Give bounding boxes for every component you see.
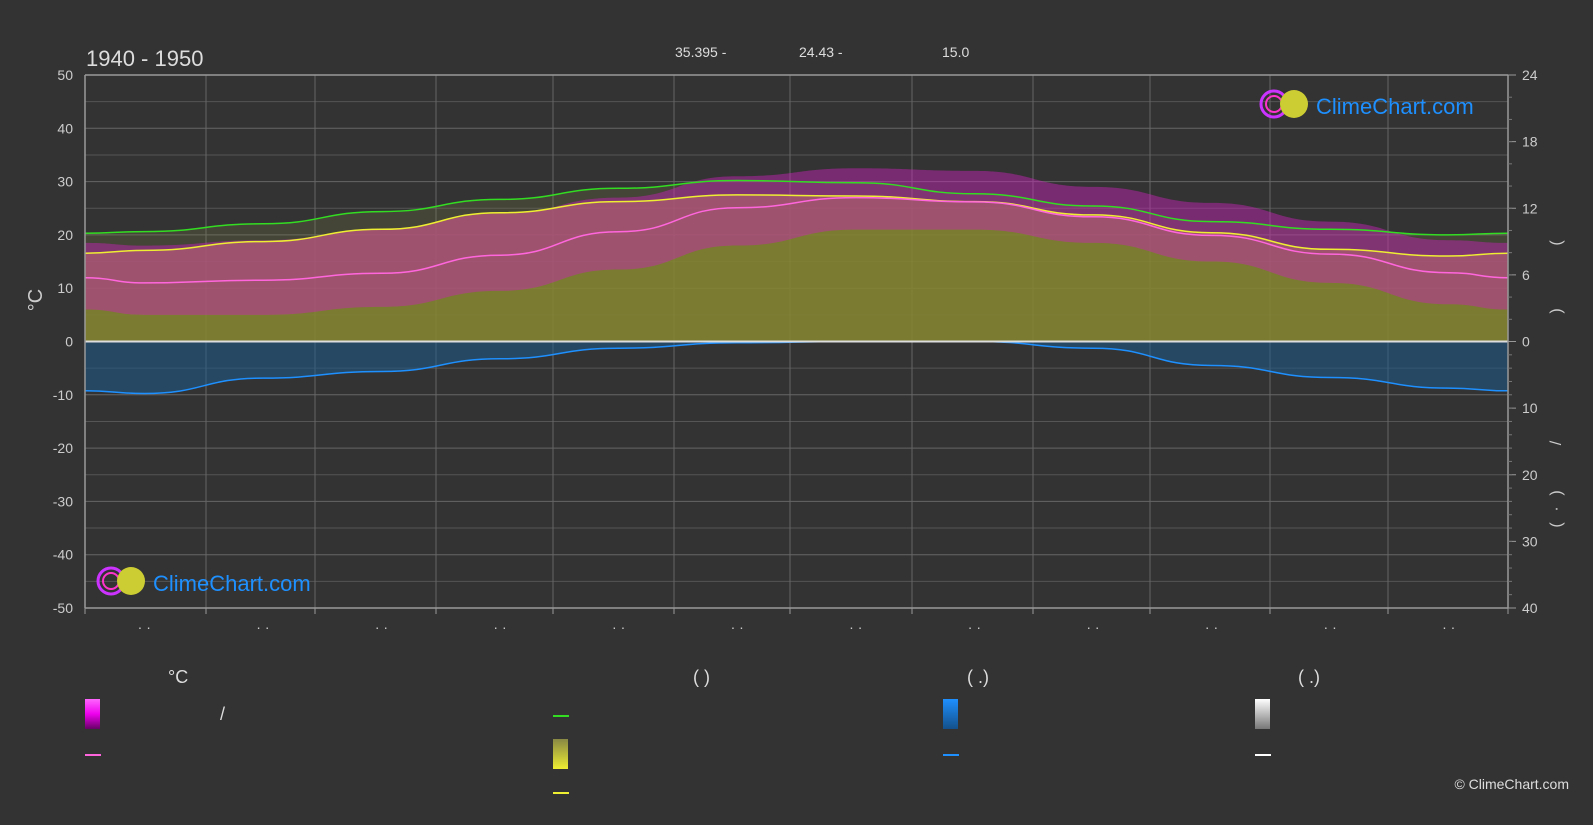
y-tick-label-left: 40 <box>57 120 73 136</box>
y-tick-label-left: -30 <box>53 493 73 509</box>
x-tick-label: · · <box>731 619 744 635</box>
x-tick-label: · · <box>138 619 151 635</box>
x-tick-label: · · <box>1205 619 1218 635</box>
precipitation-area <box>85 341 1508 394</box>
legend-snow-swatch <box>1255 699 1270 729</box>
y-tick-label-left: 30 <box>57 174 73 190</box>
brand-logo-text: ClimeChart.com <box>1316 93 1474 119</box>
x-tick-label: · · <box>1324 619 1337 635</box>
y-tick-label-right: 6 <box>1522 267 1530 283</box>
y-tick-label-right: 24 <box>1522 67 1538 83</box>
x-tick-label: · · <box>1442 619 1455 635</box>
y-tick-label-left: -50 <box>53 600 73 616</box>
x-tick-label: · · <box>968 619 981 635</box>
legend-temperature-head: °C <box>168 667 189 687</box>
elevation-label: 15.0 <box>942 44 970 60</box>
sunshine-line <box>84 194 1509 257</box>
daylight-line <box>84 179 1509 236</box>
legend-rain-head: ( .) <box>967 667 989 687</box>
brand-logo-bottom[interactable]: ClimeChart.com <box>95 565 311 602</box>
y-tick-label-left: -40 <box>53 547 73 563</box>
y-tick-label-right: 12 <box>1522 200 1538 216</box>
x-tick-label: · · <box>375 619 388 635</box>
y-axis-label-right: / <box>1548 440 1565 445</box>
legend-snow-line <box>1255 754 1271 756</box>
climechart-logo-icon <box>95 565 149 602</box>
temperature-range-area <box>85 168 1508 315</box>
y-tick-label-right: 18 <box>1522 134 1538 150</box>
x-tick-label: · · <box>612 619 625 635</box>
longitude-label: 24.43 - <box>799 44 843 60</box>
legend-temp-range-swatch <box>85 699 100 729</box>
y-tick-label-right: 40 <box>1522 600 1538 616</box>
legend-snow-head: ( .) <box>1298 667 1320 687</box>
legend-sunshine-swatch <box>553 739 568 769</box>
y-tick-label-right: 30 <box>1522 533 1538 549</box>
y-axis-label-right: ) <box>1548 490 1565 495</box>
y-axis-label-right: ( <box>1548 522 1565 528</box>
legend-daylight-head: ( ) <box>693 667 710 687</box>
x-tick-label: · · <box>849 619 862 635</box>
y-tick-label-left: -20 <box>53 440 73 456</box>
x-tick-label: · · <box>493 619 506 635</box>
y-tick-label-left: 20 <box>57 227 73 243</box>
legend-sunshine-line <box>553 792 569 794</box>
y-axis-label-left: °C <box>25 289 47 311</box>
brand-logo-top[interactable]: ClimeChart.com <box>1258 88 1474 125</box>
y-tick-label-right: 10 <box>1522 400 1538 416</box>
y-axis-label-right: ( <box>1548 240 1565 246</box>
y-tick-label-left: -10 <box>53 387 73 403</box>
legend-daylight-line <box>553 715 569 717</box>
y-tick-label-right: 20 <box>1522 467 1538 483</box>
y-tick-label-left: 50 <box>57 67 73 83</box>
climechart-logo-icon <box>1258 88 1312 125</box>
x-tick-label: · · <box>1086 619 1099 635</box>
mean-temperature-line <box>84 196 1509 284</box>
sunshine-area <box>85 194 1508 342</box>
chart-title: 1940 - 1950 <box>86 46 204 71</box>
y-axis-label-right: · <box>1548 506 1565 511</box>
brand-logo-text: ClimeChart.com <box>153 570 311 596</box>
copyright: © ClimeChart.com <box>1454 776 1569 792</box>
legend-temp-slash: / <box>220 704 226 724</box>
legend-rain-line <box>943 754 959 756</box>
latitude-label: 35.395 - <box>675 44 727 60</box>
y-tick-label-left: 10 <box>57 280 73 296</box>
x-tick-label: · · <box>256 619 269 635</box>
y-tick-label-right: 0 <box>1522 334 1530 350</box>
legend-mean-temp-line <box>85 754 101 756</box>
legend-rain-swatch <box>943 699 958 729</box>
y-tick-label-left: 0 <box>65 334 73 350</box>
y-axis-label-right: ) <box>1548 308 1565 313</box>
